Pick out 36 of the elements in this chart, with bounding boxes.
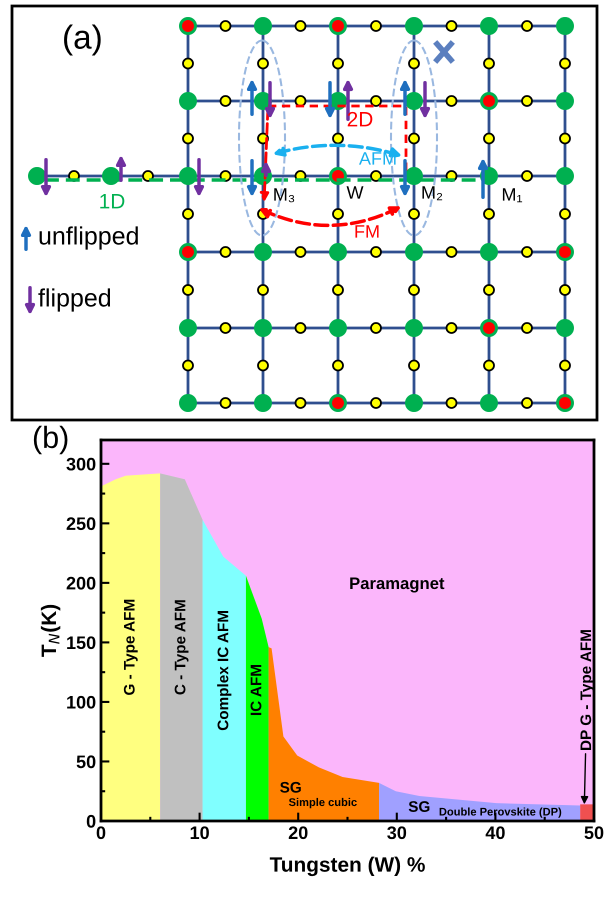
text: M₃ (274, 188, 294, 202)
text: 1D (100, 194, 124, 208)
y-tick-label: 50 (76, 755, 96, 768)
x-tick-label: 30 (387, 826, 406, 840)
chart-title: (b) (34, 426, 68, 454)
series-label: Complex IC AFM (217, 611, 232, 730)
x-tick-label: 20 (288, 826, 308, 840)
text: FM (355, 225, 379, 238)
text: unflipped (40, 226, 138, 250)
y-tick-label: 300 (66, 458, 96, 471)
x-tick-label: 10 (190, 826, 209, 840)
series-label: SG (408, 801, 430, 812)
y-tick-label: 0 (86, 814, 96, 828)
x-tick-label: 0 (96, 826, 106, 840)
x-tick-label: 50 (584, 826, 604, 840)
text: M₂ (422, 186, 442, 200)
band-label: Paramagnet (350, 578, 444, 593)
text: W (346, 186, 364, 199)
annotation: Double Perovskite (DP) (440, 807, 562, 818)
text: DP G - Type AFM (580, 630, 594, 750)
y-axis-title: T$_{N}$(K) (40, 604, 60, 657)
text: M₁ (502, 188, 522, 202)
x-axis-title: Tungsten (W) % (270, 856, 425, 876)
text: flipped (38, 288, 110, 312)
text: 2D (348, 112, 372, 126)
series-label: G - Type AFM (124, 600, 138, 695)
y-tick-label: 100 (67, 696, 96, 709)
series-label: SG (280, 782, 301, 793)
series-label: C - Type AFM (174, 600, 188, 694)
y-tick-label: 150 (67, 636, 96, 650)
y-tick-label: 250 (66, 517, 96, 530)
series-label: IC AFM (250, 665, 262, 716)
text: (a) (64, 24, 101, 56)
y-tick-label: 200 (66, 576, 96, 590)
x-tick-label: 40 (486, 826, 505, 840)
annotation: Simple cubic (288, 798, 357, 808)
